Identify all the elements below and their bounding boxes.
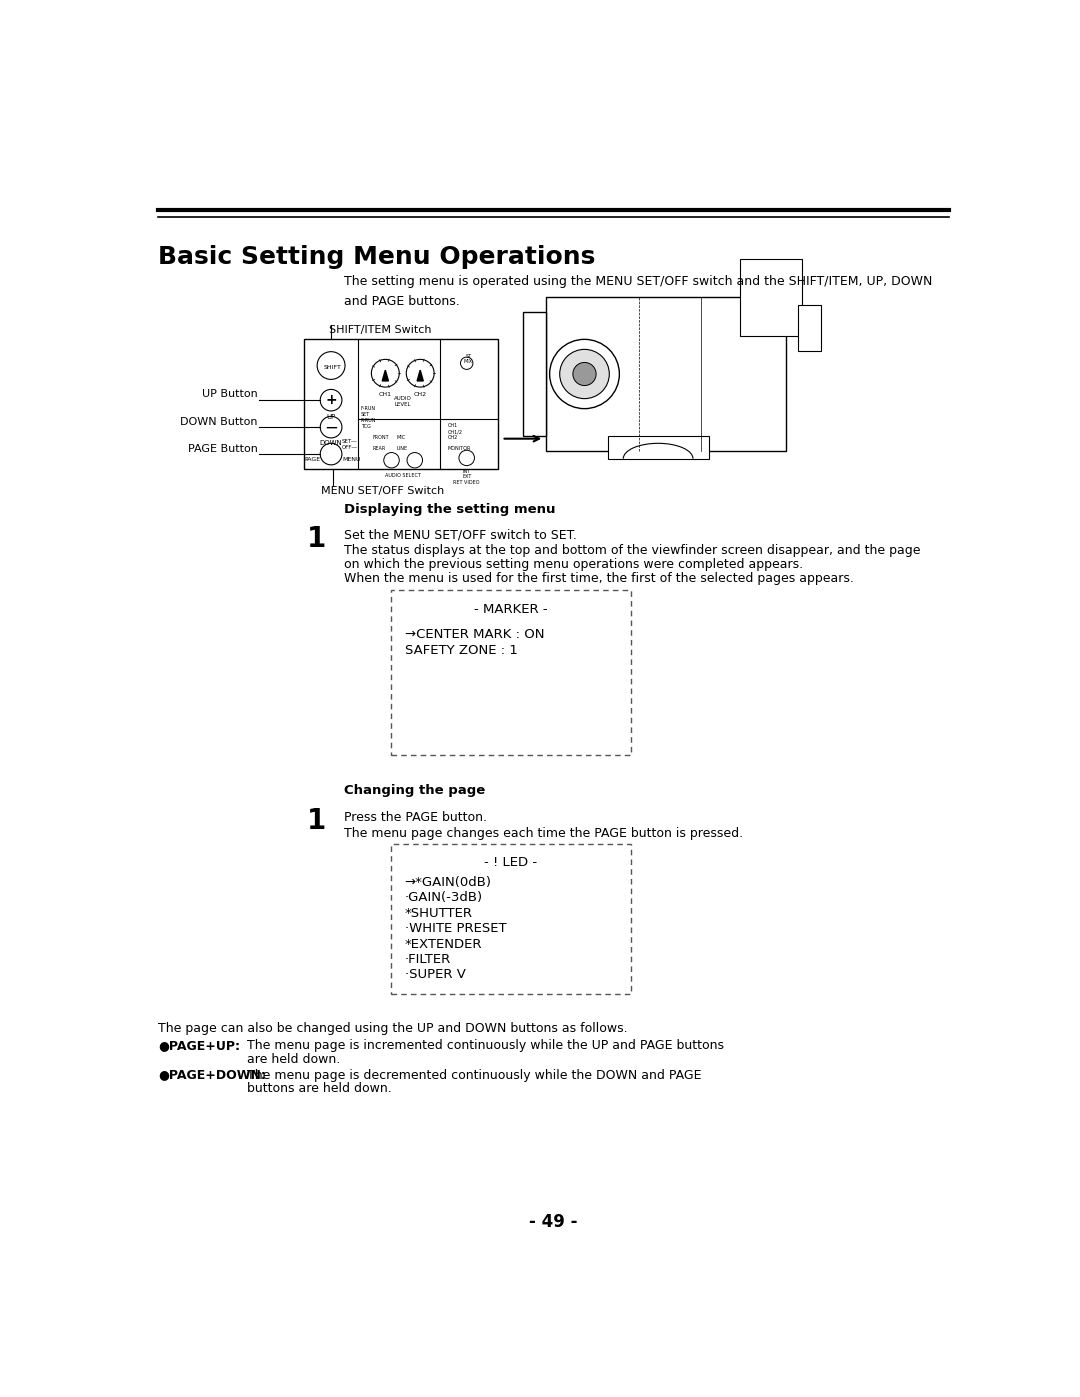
Text: When the menu is used for the first time, the first of the selected pages appear: When the menu is used for the first time… xyxy=(345,571,854,585)
Text: Changing the page: Changing the page xyxy=(345,784,486,796)
Polygon shape xyxy=(382,370,389,381)
Text: UP: UP xyxy=(326,414,336,420)
Text: *EXTENDER: *EXTENDER xyxy=(405,937,482,950)
Circle shape xyxy=(406,359,434,387)
Bar xyxy=(740,258,801,335)
Text: The setting menu is operated using the MENU SET/OFF switch and the SHIFT/ITEM, U: The setting menu is operated using the M… xyxy=(345,275,933,309)
Text: →CENTER MARK : ON: →CENTER MARK : ON xyxy=(405,629,544,641)
Circle shape xyxy=(372,359,400,387)
Text: The menu page is decremented continuously while the DOWN and PAGE: The menu page is decremented continuousl… xyxy=(247,1069,702,1081)
Text: MENU: MENU xyxy=(342,457,361,462)
Polygon shape xyxy=(417,370,423,381)
Polygon shape xyxy=(523,313,545,436)
Text: ·FILTER: ·FILTER xyxy=(405,953,451,967)
Text: CH1: CH1 xyxy=(379,391,392,397)
Text: Displaying the setting menu: Displaying the setting menu xyxy=(345,503,556,515)
Text: ·WHITE PRESET: ·WHITE PRESET xyxy=(405,922,507,935)
Circle shape xyxy=(383,453,400,468)
Text: CH1
CH1/2
CH2: CH1 CH1/2 CH2 xyxy=(447,423,462,440)
Text: AUDIO
LEVEL: AUDIO LEVEL xyxy=(394,397,413,407)
Text: The page can also be changed using the UP and DOWN buttons as follows.: The page can also be changed using the U… xyxy=(159,1023,627,1035)
Circle shape xyxy=(321,416,342,437)
Text: Press the PAGE button.: Press the PAGE button. xyxy=(345,812,487,824)
Text: PAGE: PAGE xyxy=(305,457,321,462)
Text: MENU SET/OFF Switch: MENU SET/OFF Switch xyxy=(321,486,444,496)
Circle shape xyxy=(460,358,473,369)
Text: *SHUTTER: *SHUTTER xyxy=(405,907,473,919)
Text: MONITOR: MONITOR xyxy=(447,447,471,451)
Text: FRONT: FRONT xyxy=(373,434,389,440)
Text: LINE: LINE xyxy=(397,447,408,451)
Bar xyxy=(798,305,821,351)
Text: →*GAIN(0dB): →*GAIN(0dB) xyxy=(405,876,491,888)
Text: REAR: REAR xyxy=(373,447,386,451)
Text: DOWN: DOWN xyxy=(320,440,342,446)
Text: - 49 -: - 49 - xyxy=(529,1214,578,1231)
Text: SHIFT/ITEM Switch: SHIFT/ITEM Switch xyxy=(328,324,431,335)
Bar xyxy=(391,590,631,756)
Text: ST
MIX: ST MIX xyxy=(463,353,473,365)
Text: The status displays at the top and bottom of the viewfinder screen disappear, an: The status displays at the top and botto… xyxy=(345,545,921,557)
Text: - ! LED -: - ! LED - xyxy=(484,856,538,869)
Circle shape xyxy=(321,390,342,411)
Text: PAGE Button: PAGE Button xyxy=(188,444,257,454)
Text: ·SUPER V: ·SUPER V xyxy=(405,968,465,982)
Text: The menu page is incremented continuously while the UP and PAGE buttons: The menu page is incremented continuousl… xyxy=(247,1039,725,1052)
Bar xyxy=(303,338,498,469)
Text: INT
EXT
RET VIDEO: INT EXT RET VIDEO xyxy=(454,469,480,485)
Text: Set the MENU SET/OFF switch to SET.: Set the MENU SET/OFF switch to SET. xyxy=(345,528,577,541)
Text: +: + xyxy=(325,393,337,407)
Text: 1: 1 xyxy=(307,806,326,835)
Bar xyxy=(391,844,631,993)
Text: buttons are held down.: buttons are held down. xyxy=(247,1083,392,1095)
Text: F-RUN
SET
R-RUN
TCG: F-RUN SET R-RUN TCG xyxy=(361,407,376,429)
Circle shape xyxy=(321,443,342,465)
Text: DOWN Button: DOWN Button xyxy=(180,416,257,426)
Text: SET―
OFF―: SET― OFF― xyxy=(342,440,357,450)
Text: are held down.: are held down. xyxy=(247,1053,340,1066)
Text: SAFETY ZONE : 1: SAFETY ZONE : 1 xyxy=(405,644,517,657)
Circle shape xyxy=(318,352,345,380)
Circle shape xyxy=(459,450,474,465)
Circle shape xyxy=(550,339,619,409)
Text: The menu page changes each time the PAGE button is pressed.: The menu page changes each time the PAGE… xyxy=(345,827,743,840)
Text: 1: 1 xyxy=(307,525,326,553)
Bar xyxy=(545,298,786,451)
Text: AUDIO SELECT: AUDIO SELECT xyxy=(386,472,421,478)
Circle shape xyxy=(559,349,609,398)
Bar xyxy=(608,436,708,458)
Text: SHIFT: SHIFT xyxy=(324,365,341,370)
Text: ·GAIN(-3dB): ·GAIN(-3dB) xyxy=(405,891,483,904)
Text: CH2: CH2 xyxy=(414,391,427,397)
Text: −: − xyxy=(324,418,338,436)
Circle shape xyxy=(407,453,422,468)
Text: ●PAGE+DOWN:: ●PAGE+DOWN: xyxy=(159,1069,266,1081)
Text: - MARKER -: - MARKER - xyxy=(474,604,548,616)
Text: on which the previous setting menu operations were completed appears.: on which the previous setting menu opera… xyxy=(345,557,804,571)
Text: UP Button: UP Button xyxy=(202,388,257,400)
Text: MIC: MIC xyxy=(397,434,406,440)
Circle shape xyxy=(572,362,596,386)
Text: ●PAGE+UP:: ●PAGE+UP: xyxy=(159,1039,240,1052)
Text: Basic Setting Menu Operations: Basic Setting Menu Operations xyxy=(159,244,596,268)
